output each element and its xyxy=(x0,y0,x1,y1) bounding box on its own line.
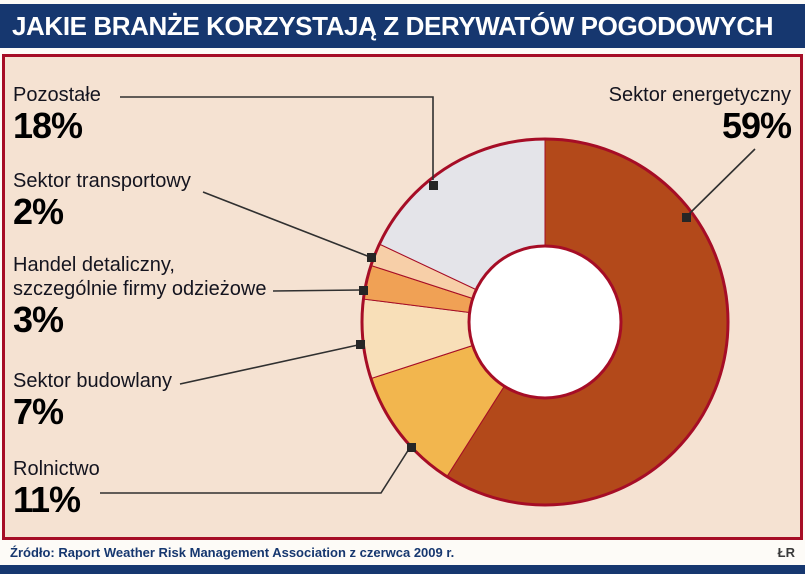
credit-text: ŁR xyxy=(777,545,795,560)
bottom-bar xyxy=(0,565,805,574)
leader-dot-handel xyxy=(359,286,368,295)
callout-label: Sektor energetyczny xyxy=(608,84,791,106)
callout-handel: Handel detaliczny, szczególnie firmy odz… xyxy=(13,253,266,339)
leader-line-energetyczny xyxy=(687,148,756,216)
callout-label: Pozostałe xyxy=(13,84,101,106)
leader-dot-budowlany xyxy=(356,340,365,349)
leader-line-handel xyxy=(272,289,361,292)
leader-dot-energetyczny xyxy=(682,213,691,222)
callout-percent: 2% xyxy=(13,191,64,232)
leader-dot-transportowy xyxy=(367,253,376,262)
leader-line-pozostale xyxy=(120,96,434,180)
leader-dot-pozostale xyxy=(429,181,438,190)
chart-panel: Pozostałe 18% Sektor transportowy 2% Han… xyxy=(2,54,803,540)
callout-label: Sektor budowlany xyxy=(13,370,172,392)
donut-hole xyxy=(467,244,623,400)
callout-rolnictwo: Rolnictwo 11% xyxy=(13,457,100,519)
donut-outer-ring xyxy=(360,137,730,507)
callout-percent: 7% xyxy=(13,391,64,432)
donut-chart xyxy=(100,96,756,507)
callout-transportowy: Sektor transportowy 2% xyxy=(13,169,191,231)
callout-energetyczny: Sektor energetyczny 59% xyxy=(608,83,792,146)
leader-dot-rolnictwo xyxy=(407,443,416,452)
page-title: JAKIE BRANŻE KORZYSTAJĄ Z DERYWATÓW POGO… xyxy=(12,10,774,41)
callout-label: Rolnictwo xyxy=(13,458,100,480)
callout-percent: 59% xyxy=(721,105,792,146)
callout-budowlany: Sektor budowlany 7% xyxy=(13,369,172,431)
leader-lines xyxy=(100,96,756,494)
source-line: Źródło: Raport Weather Risk Management A… xyxy=(10,545,795,560)
callout-percent: 18% xyxy=(13,105,83,146)
callout-label: Handel detaliczny, szczególnie firmy odz… xyxy=(13,254,267,300)
leader-line-budowlany xyxy=(179,344,359,385)
leader-line-transportowy xyxy=(202,191,371,258)
leader-line-rolnictwo xyxy=(100,448,410,494)
callout-pozostale: Pozostałe 18% xyxy=(13,83,101,145)
callout-percent: 3% xyxy=(13,299,64,340)
source-text: Źródło: Raport Weather Risk Management A… xyxy=(10,545,455,560)
callout-label: Sektor transportowy xyxy=(13,170,191,192)
title-bar: JAKIE BRANŻE KORZYSTAJĄ Z DERYWATÓW POGO… xyxy=(0,4,805,48)
callout-percent: 11% xyxy=(13,479,81,520)
